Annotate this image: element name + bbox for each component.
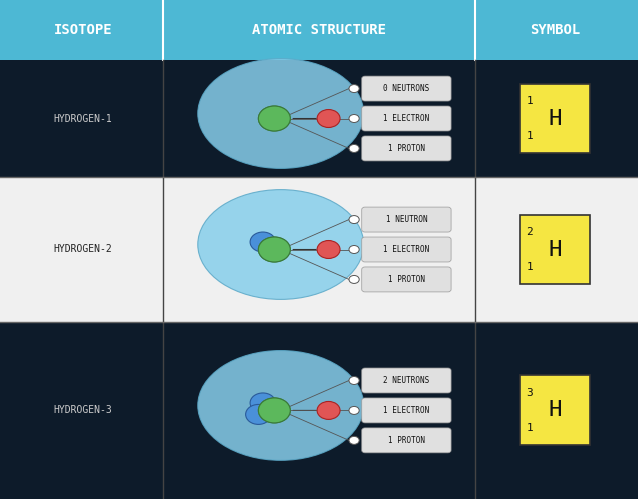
- Circle shape: [317, 401, 340, 419]
- Circle shape: [317, 110, 340, 128]
- Circle shape: [349, 216, 359, 224]
- Text: H: H: [549, 108, 561, 129]
- FancyBboxPatch shape: [362, 136, 451, 161]
- FancyBboxPatch shape: [362, 76, 451, 101]
- Text: 1: 1: [526, 423, 533, 433]
- Text: 0 NEUTRONS: 0 NEUTRONS: [383, 84, 429, 93]
- Text: 1 PROTON: 1 PROTON: [388, 436, 425, 445]
- Circle shape: [258, 237, 290, 262]
- Text: 2: 2: [526, 227, 533, 237]
- Circle shape: [349, 377, 359, 385]
- Circle shape: [258, 237, 290, 262]
- FancyBboxPatch shape: [520, 215, 590, 284]
- FancyBboxPatch shape: [362, 237, 451, 262]
- Circle shape: [258, 106, 290, 131]
- Circle shape: [258, 106, 290, 131]
- Text: 1 PROTON: 1 PROTON: [388, 144, 425, 153]
- Circle shape: [349, 84, 359, 93]
- Text: 2 NEUTRONS: 2 NEUTRONS: [383, 376, 429, 385]
- Circle shape: [250, 232, 276, 252]
- FancyBboxPatch shape: [362, 368, 451, 393]
- Text: HYDROGEN-3: HYDROGEN-3: [54, 405, 112, 416]
- Circle shape: [349, 246, 359, 253]
- Text: SYMBOL: SYMBOL: [530, 23, 580, 37]
- Text: 1 PROTON: 1 PROTON: [388, 275, 425, 284]
- Circle shape: [250, 393, 276, 413]
- Text: 1 NEUTRON: 1 NEUTRON: [385, 215, 427, 224]
- Circle shape: [246, 404, 271, 424]
- Text: 1: 1: [526, 262, 533, 272]
- FancyBboxPatch shape: [0, 322, 638, 499]
- FancyBboxPatch shape: [362, 106, 451, 131]
- Text: ISOTOPE: ISOTOPE: [54, 23, 112, 37]
- Ellipse shape: [198, 350, 364, 461]
- FancyBboxPatch shape: [362, 398, 451, 423]
- Text: H: H: [549, 400, 561, 421]
- Circle shape: [349, 275, 359, 283]
- Text: HYDROGEN-1: HYDROGEN-1: [54, 113, 112, 124]
- Ellipse shape: [198, 190, 364, 299]
- Ellipse shape: [198, 59, 364, 169]
- Text: 1: 1: [526, 96, 533, 106]
- Circle shape: [349, 145, 359, 153]
- FancyBboxPatch shape: [362, 207, 451, 232]
- Text: ATOMIC STRUCTURE: ATOMIC STRUCTURE: [252, 23, 386, 37]
- Text: HYDROGEN-2: HYDROGEN-2: [54, 245, 112, 254]
- FancyBboxPatch shape: [520, 83, 590, 154]
- Circle shape: [258, 398, 290, 423]
- FancyBboxPatch shape: [362, 428, 451, 453]
- Text: 1 ELECTRON: 1 ELECTRON: [383, 114, 429, 123]
- Circle shape: [349, 436, 359, 445]
- Circle shape: [258, 398, 290, 423]
- Text: H: H: [549, 240, 561, 259]
- FancyBboxPatch shape: [0, 0, 638, 60]
- FancyBboxPatch shape: [520, 376, 590, 446]
- Text: 3: 3: [526, 388, 533, 398]
- FancyBboxPatch shape: [0, 177, 638, 322]
- Circle shape: [349, 115, 359, 123]
- Circle shape: [349, 406, 359, 414]
- Text: 1 ELECTRON: 1 ELECTRON: [383, 406, 429, 415]
- Text: 1: 1: [526, 131, 533, 141]
- FancyBboxPatch shape: [0, 60, 638, 177]
- FancyBboxPatch shape: [362, 267, 451, 292]
- Circle shape: [317, 241, 340, 258]
- Text: 1 ELECTRON: 1 ELECTRON: [383, 245, 429, 254]
